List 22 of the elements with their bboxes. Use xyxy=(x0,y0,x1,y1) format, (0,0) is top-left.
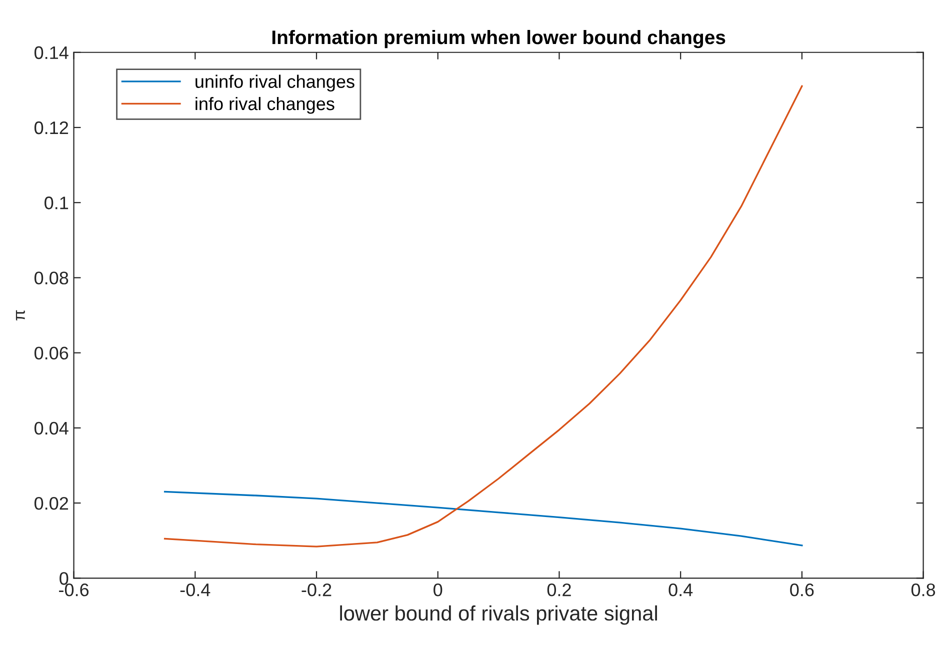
x-tick-label: -0.6 xyxy=(59,583,89,596)
y-tick-label: 0.12 xyxy=(34,121,68,134)
chart-title: Information premium when lower bound changes xyxy=(272,30,726,48)
legend-label: uninfo rival changes xyxy=(196,74,354,92)
y-tick-label: 0.1 xyxy=(44,196,68,210)
x-tick-label: 0.4 xyxy=(668,583,693,596)
x-tick-label: 0 xyxy=(434,583,442,596)
x-tick-label: 0.2 xyxy=(547,583,571,596)
line-series xyxy=(164,490,803,546)
y-tick-label: 0.08 xyxy=(34,272,68,284)
y-axis-title: π xyxy=(16,310,25,320)
y-tick-label: 0.04 xyxy=(34,422,68,435)
x-tick-label: 0.6 xyxy=(790,583,814,596)
y-tick-label: 0 xyxy=(60,572,68,585)
x-tick-label: 0.8 xyxy=(911,583,936,596)
y-tick-label: 0.06 xyxy=(34,346,68,360)
y-tick-label: 0.14 xyxy=(34,46,68,60)
y-tick-label: 0.02 xyxy=(34,496,68,510)
x-tick-label: -0.4 xyxy=(180,583,210,596)
x-tick-label: -0.2 xyxy=(302,583,332,596)
legend-label: info rival changes xyxy=(196,96,334,114)
x-axis-title: lower bound of rivals private signal xyxy=(340,605,657,625)
